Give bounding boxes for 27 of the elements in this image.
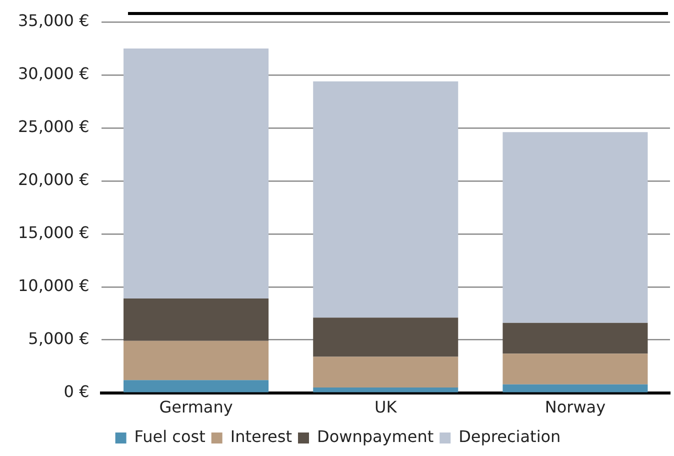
legend-label: Fuel cost — [134, 427, 206, 446]
bar — [502, 322, 648, 354]
x-tick-label: Germany — [159, 398, 233, 417]
bar — [502, 354, 648, 384]
y-tick-label: 10,000 € — [18, 276, 90, 296]
x-tick-label: Norway — [544, 398, 606, 417]
y-tick-label: 15,000 € — [18, 223, 90, 242]
y-tick-label: 35,000 € — [18, 11, 90, 30]
legend-label: Depreciation — [458, 427, 561, 446]
y-tick-label: 30,000 € — [18, 64, 90, 84]
bar — [124, 340, 269, 380]
bar — [502, 384, 648, 392]
legend-label: Downpayment — [317, 427, 434, 446]
legend-label: Interest — [230, 427, 292, 446]
bar — [313, 388, 458, 392]
y-tick-label: 20,000 € — [18, 170, 90, 190]
bar — [313, 356, 458, 388]
bar — [124, 380, 269, 392]
x-tick-label: UK — [374, 398, 398, 417]
y-tick-label: 25,000 € — [18, 117, 90, 136]
bar — [313, 318, 458, 357]
bar — [124, 48, 269, 299]
bar — [313, 81, 458, 318]
bar — [502, 132, 648, 323]
y-tick-label: 0 € — [64, 382, 90, 401]
y-tick-label: 5,000 € — [28, 328, 90, 348]
bar — [124, 298, 269, 341]
